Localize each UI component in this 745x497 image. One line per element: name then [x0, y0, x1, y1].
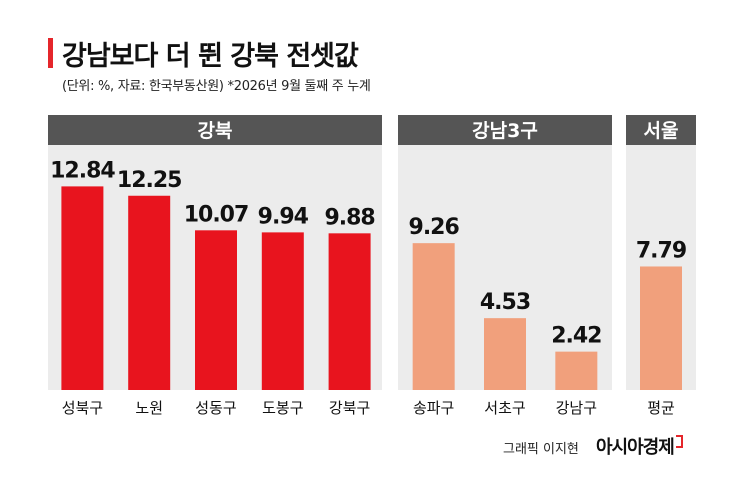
category-label: 노원 — [135, 399, 163, 417]
bar — [555, 351, 598, 390]
data-label: 12.25 — [117, 168, 182, 193]
category-label: 송파구 — [413, 399, 454, 417]
group-header — [398, 115, 612, 145]
category-label: 서초구 — [484, 399, 525, 417]
group-header — [626, 115, 696, 145]
data-label: 9.94 — [258, 204, 309, 229]
bar — [640, 266, 682, 390]
bar — [261, 232, 304, 390]
data-label: 9.88 — [324, 205, 374, 230]
bar — [412, 243, 455, 390]
category-label: 강북구 — [329, 399, 370, 417]
data-label: 2.42 — [551, 324, 601, 349]
category-label: 성동구 — [195, 399, 236, 417]
group-header-label: 서울 — [644, 120, 679, 142]
brand-logo: 아시아경제 — [596, 433, 683, 459]
graphic-credit: 그래픽 이지현 — [503, 442, 579, 457]
data-label: 9.26 — [409, 215, 460, 240]
category-label: 평균 — [647, 399, 675, 417]
bar — [61, 186, 104, 390]
data-label: 7.79 — [636, 238, 686, 263]
data-label: 12.84 — [50, 158, 115, 183]
bar — [195, 230, 237, 390]
chart-title: 강남보다 더 뛴 강북 전셋값 — [62, 41, 359, 72]
group-header-label: 강북 — [198, 120, 233, 142]
category-label: 도봉구 — [262, 399, 303, 417]
chart-subtitle: (단위: %, 자료: 한국부동산원) *2026년 9월 둘째 주 누계 — [62, 79, 371, 94]
category-label: 성북구 — [62, 399, 103, 417]
bar — [328, 233, 371, 390]
category-label: 강남구 — [556, 399, 597, 417]
brand-mark-icon — [675, 435, 683, 448]
group-header-label: 강남3구 — [472, 120, 538, 142]
title-accent-bar — [48, 38, 53, 68]
data-label: 10.07 — [184, 202, 249, 227]
brand-name: 아시아경제 — [596, 437, 675, 458]
bar — [484, 318, 526, 390]
data-label: 4.53 — [480, 290, 530, 315]
group-header — [48, 115, 382, 145]
bar — [128, 195, 171, 390]
